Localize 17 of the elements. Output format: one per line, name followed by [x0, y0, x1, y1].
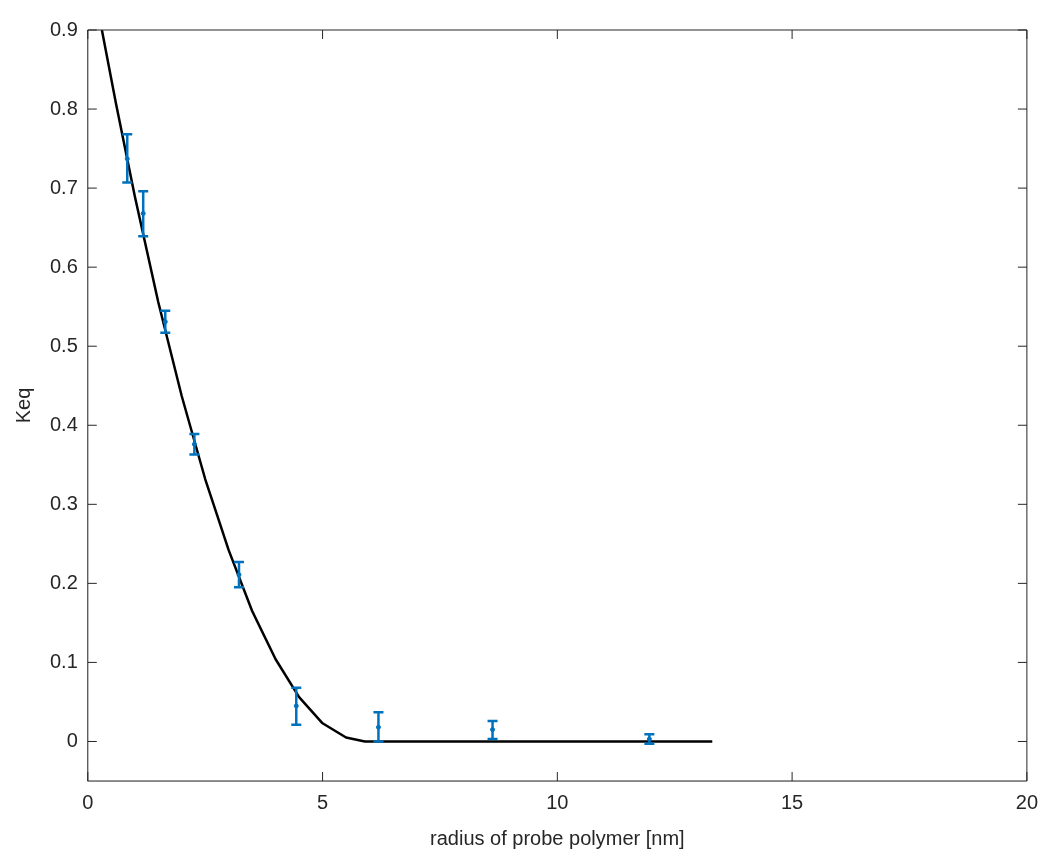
- x-tick-label: 5: [317, 790, 329, 813]
- x-tick-label: 15: [780, 790, 804, 813]
- y-axis-title: Keq: [11, 387, 34, 424]
- x-tick-label: 0: [82, 790, 94, 813]
- y-tick-label: 0.3: [49, 491, 78, 514]
- y-tick-label: 0: [66, 728, 78, 751]
- y-tick-label: 0.8: [49, 96, 78, 119]
- y-tick-label: 0.7: [49, 175, 78, 198]
- x-axis-title: radius of probe polymer [nm]: [430, 826, 685, 849]
- x-tick-label: 20: [1015, 790, 1038, 813]
- y-tick-label: 0.1: [49, 649, 78, 672]
- y-tick-label: 0.5: [49, 333, 78, 356]
- y-tick-label: 0.4: [49, 412, 78, 435]
- x-tick-label: 10: [546, 790, 569, 813]
- y-tick-label: 0.2: [49, 570, 78, 593]
- y-tick-label: 0.9: [49, 17, 78, 40]
- y-tick-label: 0.6: [49, 254, 78, 277]
